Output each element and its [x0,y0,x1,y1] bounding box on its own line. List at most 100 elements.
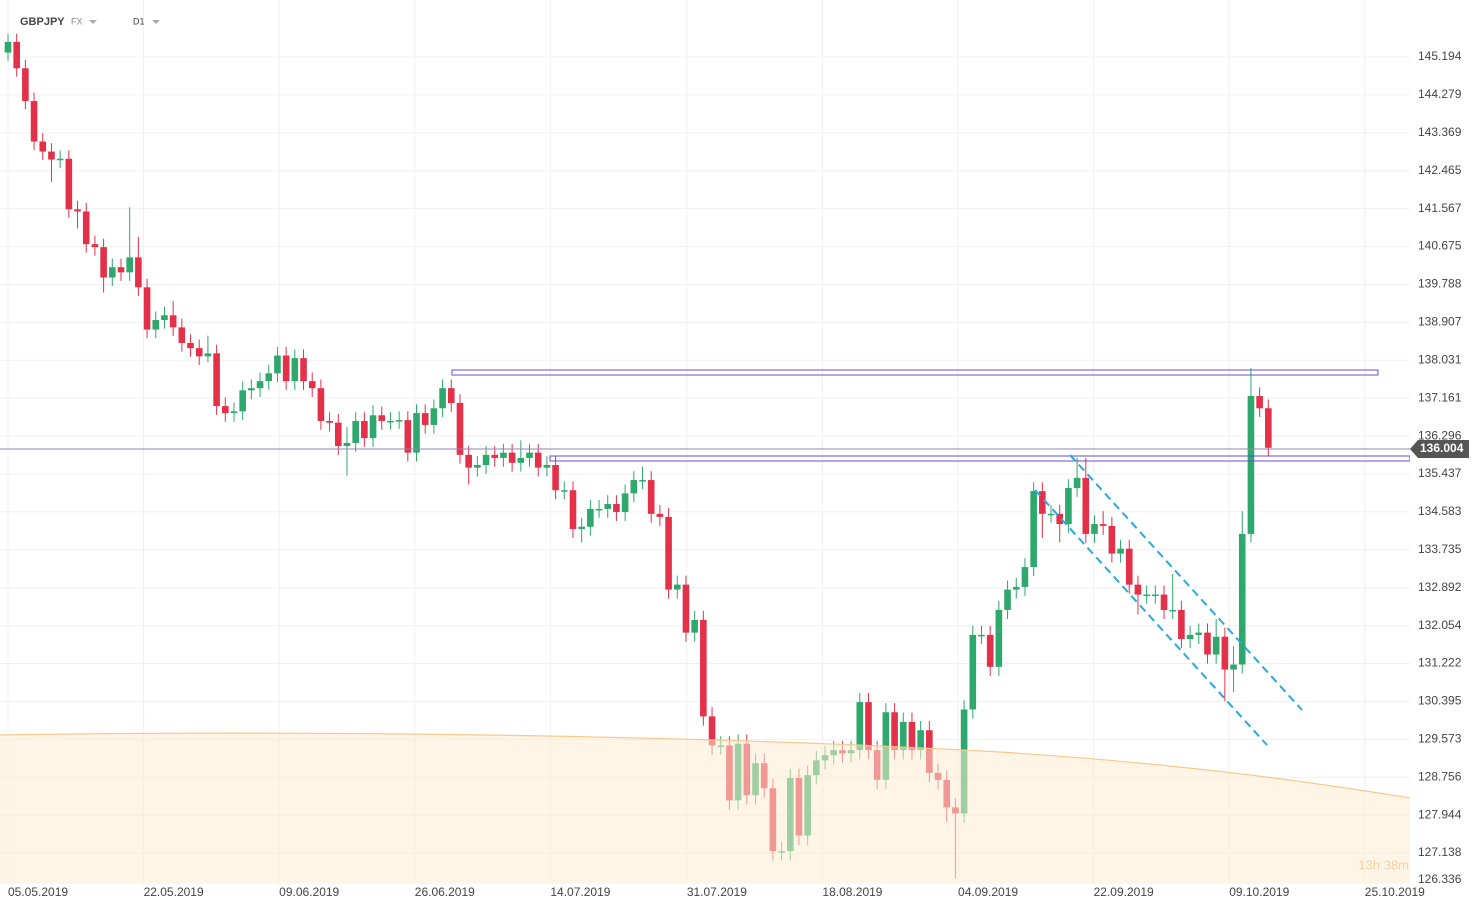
candle-body [1056,513,1064,525]
candle-body [508,452,516,463]
candle-body [178,327,186,343]
candle-body [65,158,73,210]
candle-body [100,247,107,278]
candle-body [552,465,559,491]
candle-body [1065,488,1072,525]
y-tick-label: 137.161 [1418,390,1462,404]
x-tick-label: 22.09.2019 [1094,885,1154,899]
y-tick-label: 132.892 [1418,580,1462,594]
y-tick-label: 131.222 [1418,656,1462,670]
candle-body [143,287,151,330]
axes: 145.194 144.279 143.369 142.465 141.567 140.6… [8,49,1469,899]
y-tick-label: 129.573 [1418,732,1462,746]
candle-body [665,516,672,590]
candle-body [1108,525,1116,554]
candle-body [682,584,690,633]
symbol[interactable]: GBPJPY [20,16,65,28]
x-tick-label: 14.07.2019 [550,885,610,899]
candle-body [1230,664,1237,670]
countdown: 13h 38m [1358,857,1409,872]
y-tick-label: 133.735 [1418,542,1462,556]
candle-body [1265,408,1272,448]
candle-body [126,257,133,273]
x-tick-label: 09.06.2019 [279,885,339,899]
candle-body [421,413,429,425]
x-tick-label: 05.05.2019 [8,885,68,899]
candle-body [204,353,212,357]
candle-body [526,452,533,458]
candle-body [300,358,307,382]
candle-body [1178,609,1185,639]
candle-body [491,454,499,458]
candle-body [326,420,333,423]
candle-body [534,452,542,468]
candle-body [187,342,194,349]
candle-body [1039,491,1046,514]
dropdown-arrow[interactable] [152,20,160,24]
candle-body [308,381,316,389]
candle-body [474,465,481,468]
candle-body [595,508,603,511]
candle-body [195,348,203,357]
candle-body [387,420,394,423]
candle-body [978,634,985,637]
y-tick-label: 145.194 [1418,49,1462,63]
candle-body [908,721,916,751]
candle-body [378,415,386,421]
candle-body [1212,636,1220,655]
candle-body [352,420,359,443]
y-tick-label: 139.788 [1418,277,1462,291]
candle-body [221,406,229,414]
candle-body [334,422,342,447]
candle-body [282,355,290,382]
x-tick-label: 09.10.2019 [1229,885,1289,899]
dropdown-arrow[interactable] [89,20,97,24]
candle-body [856,702,864,751]
candle-body [517,457,525,463]
candle-body [1186,634,1194,639]
candle-body [673,584,681,590]
candle-body [256,381,264,389]
candle-body [1117,548,1124,554]
candle-body [543,465,551,468]
candle-body [1082,477,1090,534]
candle-body [213,353,220,407]
y-tick-label: 143.369 [1418,125,1462,139]
candle-body [1047,513,1055,516]
cloud-area [0,733,1410,884]
candle-body [74,209,81,212]
x-tick-label: 31.07.2019 [687,885,747,899]
candle-body [1204,632,1211,655]
candle-body [230,411,238,414]
candle-body [430,408,438,425]
candle-body [1143,594,1150,597]
candle-body [404,420,412,453]
candle-body [482,454,490,466]
y-tick-label: 128.756 [1418,769,1462,783]
market[interactable]: FX [71,16,83,26]
y-tick-label: 141.567 [1418,201,1462,215]
candle-body [413,413,420,453]
candle-body [917,730,924,751]
candle-body [986,634,994,667]
candle-body [56,158,64,161]
candle-body [239,390,246,412]
candle-body [865,702,872,751]
candle-body [647,480,655,514]
candle-body [1221,636,1229,670]
candle-body [265,373,273,382]
x-axis-band [0,884,1410,909]
candle-body [369,415,377,439]
candle-body [152,320,160,330]
support-zone [549,455,1411,462]
candle-body [1125,548,1133,585]
candle-body [30,101,38,142]
candle-body [560,490,568,492]
timeframe[interactable]: D1 [133,16,145,26]
candle-body [291,358,299,382]
y-tick-label: 132.054 [1418,618,1462,632]
y-tick-label: 134.583 [1418,504,1462,518]
candle-body [22,68,29,102]
current-price-label: 136.004 [1420,441,1464,455]
